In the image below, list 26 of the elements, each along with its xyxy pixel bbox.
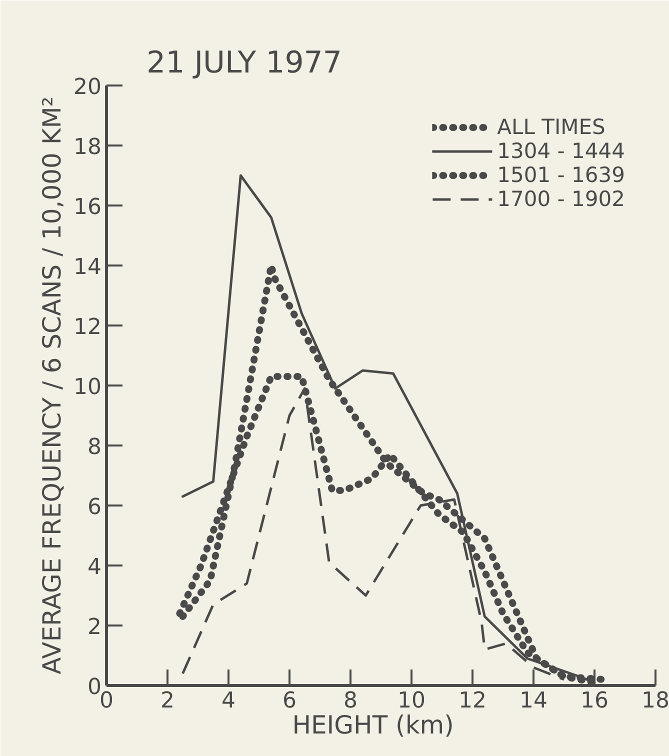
y-tick-label: 20 bbox=[74, 75, 102, 100]
y-axis-title: AVERAGE FREQUENCY / 6 SCANS / 10,000 KM² bbox=[38, 96, 67, 674]
x-tick-label: 8 bbox=[344, 688, 358, 714]
y-tick-label: 10 bbox=[74, 375, 102, 400]
x-tick-label: 6 bbox=[282, 688, 296, 714]
x-tick-label: 4 bbox=[222, 688, 236, 714]
x-tick-label: 16 bbox=[580, 688, 609, 714]
x-tick-label: 18 bbox=[642, 688, 669, 714]
x-axis-title: HEIGHT (km) bbox=[292, 710, 454, 740]
x-tick-label: 10 bbox=[398, 688, 426, 714]
y-tick-label: 8 bbox=[88, 435, 102, 460]
y-tick-label: 14 bbox=[74, 255, 102, 280]
chart-title: 21 JULY 1977 bbox=[146, 46, 342, 80]
x-tick-label: 12 bbox=[458, 688, 487, 714]
legend-label: 1304 - 1444 bbox=[497, 139, 625, 163]
legend-label: 1501 - 1639 bbox=[497, 163, 625, 187]
y-tick-label: 6 bbox=[88, 495, 102, 520]
y-tick-label: 18 bbox=[74, 135, 102, 160]
legend-label: ALL TIMES bbox=[497, 115, 606, 139]
y-tick-label: 16 bbox=[74, 195, 102, 220]
y-tick-label: 12 bbox=[74, 315, 102, 340]
y-tick-label: 4 bbox=[88, 555, 102, 580]
y-tick-label: 2 bbox=[88, 615, 102, 640]
x-tick-label: 2 bbox=[160, 688, 174, 714]
legend-label: 1700 - 1902 bbox=[497, 187, 625, 211]
x-tick-label: 14 bbox=[520, 688, 548, 714]
